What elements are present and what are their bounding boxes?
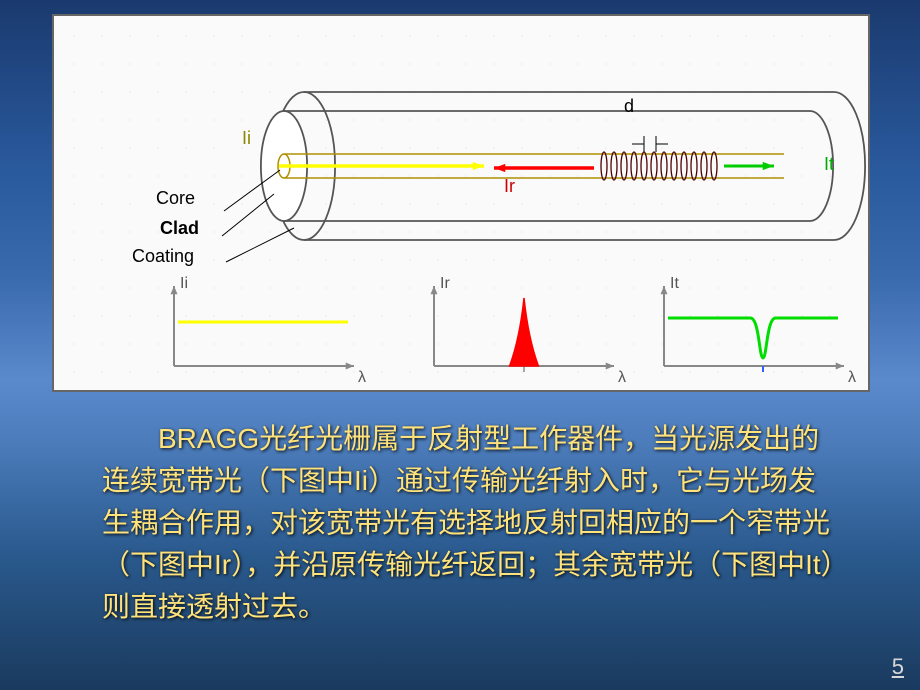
svg-text:Core: Core (156, 188, 195, 208)
svg-text:Ii: Ii (242, 128, 251, 148)
svg-text:Ii: Ii (180, 275, 188, 292)
svg-text:d: d (624, 96, 634, 116)
svg-text:Ir: Ir (440, 275, 450, 292)
svg-text:It: It (670, 275, 679, 292)
svg-text:λ: λ (848, 369, 856, 386)
svg-text:It: It (824, 154, 834, 174)
diagram-frame: Ii Ir It d Core Clad Coating λ Ii λ Ir λ It (52, 14, 870, 392)
svg-text:Ir: Ir (504, 176, 515, 196)
page-number: 5 (892, 654, 904, 680)
svg-text:λ: λ (618, 369, 626, 386)
fiber-diagram: Ii Ir It d Core Clad Coating λ Ii λ Ir λ It (54, 16, 868, 390)
svg-text:λ: λ (358, 369, 366, 386)
description-text: BRAGG光纤光栅属于反射型工作器件，当光源发出的连续宽带光（下图中Ii）通过传… (102, 418, 842, 628)
svg-text:Coating: Coating (132, 246, 194, 266)
svg-text:Clad: Clad (160, 218, 199, 238)
